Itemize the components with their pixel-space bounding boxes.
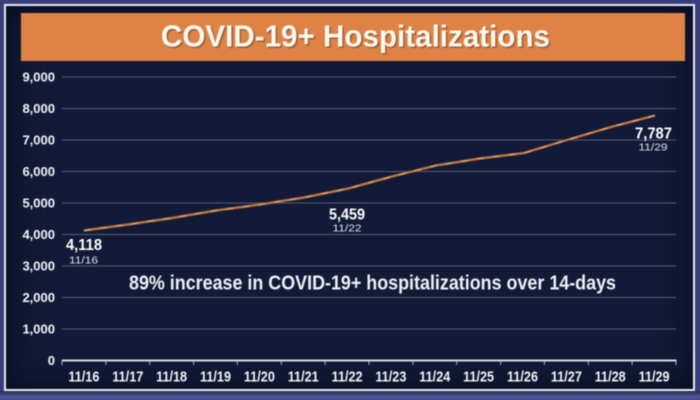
svg-text:5,459: 5,459 (329, 207, 365, 224)
svg-text:COVID-19+ Hospitalizations: COVID-19+ Hospitalizations (161, 20, 550, 54)
svg-text:11/28: 11/28 (595, 370, 626, 386)
svg-text:8,000: 8,000 (22, 101, 55, 116)
svg-text:COVID-19+ Hospitalizations: COVID-19+ Hospitalizations (163, 21, 552, 55)
svg-text:4,000: 4,000 (22, 227, 55, 242)
svg-text:11/16: 11/16 (68, 370, 99, 386)
svg-text:11/27: 11/27 (551, 370, 582, 386)
svg-text:5,000: 5,000 (22, 196, 55, 211)
svg-text:11/26: 11/26 (507, 370, 538, 386)
svg-text:1,000: 1,000 (22, 322, 55, 337)
svg-text:11/17: 11/17 (112, 370, 143, 386)
svg-text:11/24: 11/24 (419, 370, 450, 386)
svg-text:3,000: 3,000 (22, 259, 55, 274)
svg-text:2,000: 2,000 (22, 290, 55, 305)
svg-text:11/25: 11/25 (463, 370, 494, 386)
svg-text:9,000: 9,000 (22, 70, 55, 85)
svg-text:11/20: 11/20 (244, 370, 275, 386)
svg-text:7,000: 7,000 (22, 133, 55, 148)
svg-text:11/21: 11/21 (288, 370, 319, 386)
svg-text:89% increase in COVID-19+ hosp: 89% increase in COVID-19+ hospitalizatio… (129, 272, 616, 295)
svg-text:11/22: 11/22 (332, 370, 363, 386)
svg-text:7,787: 7,787 (635, 126, 672, 143)
svg-text:11/23: 11/23 (375, 370, 406, 386)
svg-text:11/29: 11/29 (639, 370, 670, 386)
svg-text:11/19: 11/19 (200, 370, 231, 386)
svg-text:11/16: 11/16 (69, 255, 98, 267)
svg-text:6,000: 6,000 (22, 164, 55, 179)
svg-text:11/18: 11/18 (156, 370, 187, 386)
svg-text:11/29: 11/29 (639, 142, 668, 154)
svg-text:0: 0 (48, 353, 55, 368)
svg-text:11/22: 11/22 (333, 223, 362, 235)
svg-text:4,118: 4,118 (66, 237, 102, 254)
